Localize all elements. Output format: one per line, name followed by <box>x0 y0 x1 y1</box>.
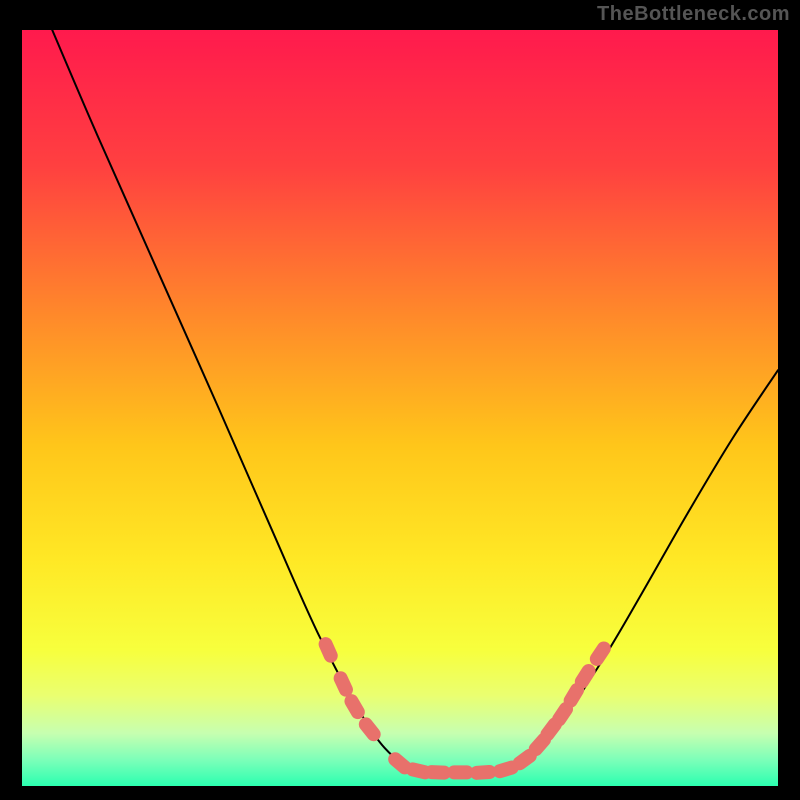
curve-marker <box>413 769 425 772</box>
curve-marker <box>351 701 357 712</box>
curve-marker <box>582 671 589 682</box>
curve-marker <box>366 724 374 734</box>
curve-marker <box>500 768 512 772</box>
watermark-text: TheBottleneck.com <box>597 3 790 26</box>
plot-background <box>22 30 778 786</box>
curve-marker <box>536 740 544 749</box>
curve-marker <box>326 644 331 656</box>
curve-marker <box>559 709 566 719</box>
curve-marker <box>597 648 604 658</box>
curve-marker <box>547 724 555 734</box>
curve-marker <box>571 690 577 701</box>
curve-marker <box>477 772 490 773</box>
bottleneck-curve-plot <box>22 30 778 786</box>
curve-marker <box>341 678 346 689</box>
curve-marker <box>520 756 530 763</box>
curve-marker <box>395 759 405 767</box>
plot-svg <box>22 30 778 786</box>
